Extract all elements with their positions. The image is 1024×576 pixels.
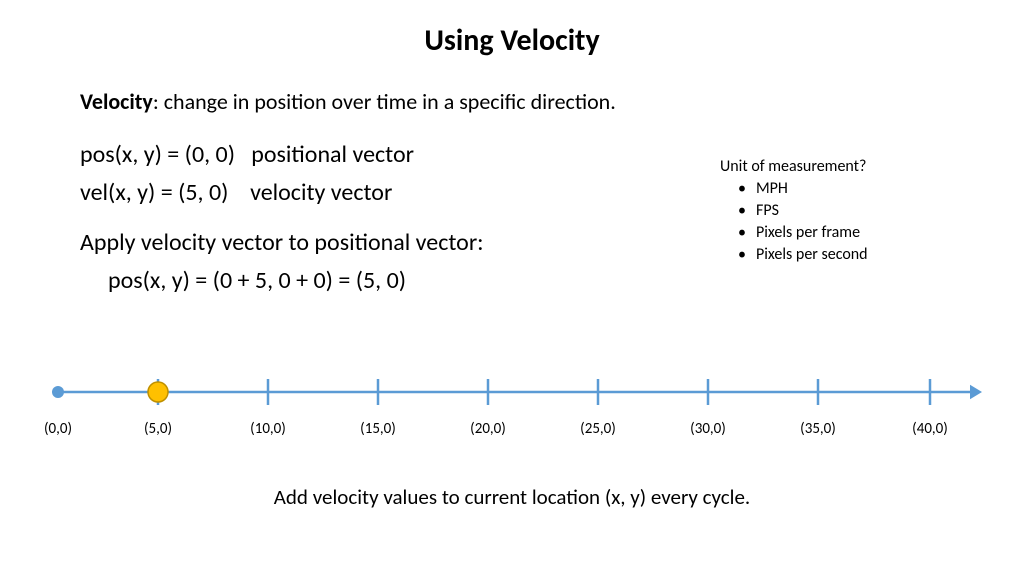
body-line-0: pos(x, y) = (0, 0) positional vector xyxy=(80,140,414,169)
sidebar-item-3: Pixels per second xyxy=(738,244,868,266)
number-line: (0,0)(5,0)(10,0)(15,0)(20,0)(25,0)(30,0)… xyxy=(52,362,982,442)
footer-text: Add velocity values to current location … xyxy=(0,484,1024,510)
body-line-3: pos(x, y) = (0 + 5, 0 + 0) = (5, 0) xyxy=(108,266,406,295)
sidebar-item-0: MPH xyxy=(738,178,868,200)
tick-label-7: (35,0) xyxy=(800,420,836,438)
definition-text: : change in position over time in a spec… xyxy=(153,88,616,115)
sidebar-list: MPHFPSPixels per framePixels per second xyxy=(720,178,868,266)
tick-label-4: (20,0) xyxy=(470,420,506,438)
units-sidebar: Unit of measurement? MPHFPSPixels per fr… xyxy=(720,156,868,266)
tick-label-3: (15,0) xyxy=(360,420,396,438)
body-line-1: vel(x, y) = (5, 0) velocity vector xyxy=(80,178,392,207)
body-line-2: Apply velocity vector to positional vect… xyxy=(80,228,484,257)
tick-label-1: (5,0) xyxy=(144,420,172,438)
sidebar-item-1: FPS xyxy=(738,200,868,222)
tick-label-2: (10,0) xyxy=(250,420,286,438)
tick-label-0: (0,0) xyxy=(44,420,72,438)
definition-term: Velocity xyxy=(80,88,153,115)
number-line-svg xyxy=(52,362,982,442)
tick-label-5: (25,0) xyxy=(580,420,616,438)
tick-label-6: (30,0) xyxy=(690,420,726,438)
sidebar-heading: Unit of measurement? xyxy=(720,156,868,178)
sidebar-item-2: Pixels per frame xyxy=(738,222,868,244)
tick-label-8: (40,0) xyxy=(912,420,948,438)
velocity-definition: Velocity: change in position over time i… xyxy=(80,88,616,115)
slide-title: Using Velocity xyxy=(0,22,1024,59)
